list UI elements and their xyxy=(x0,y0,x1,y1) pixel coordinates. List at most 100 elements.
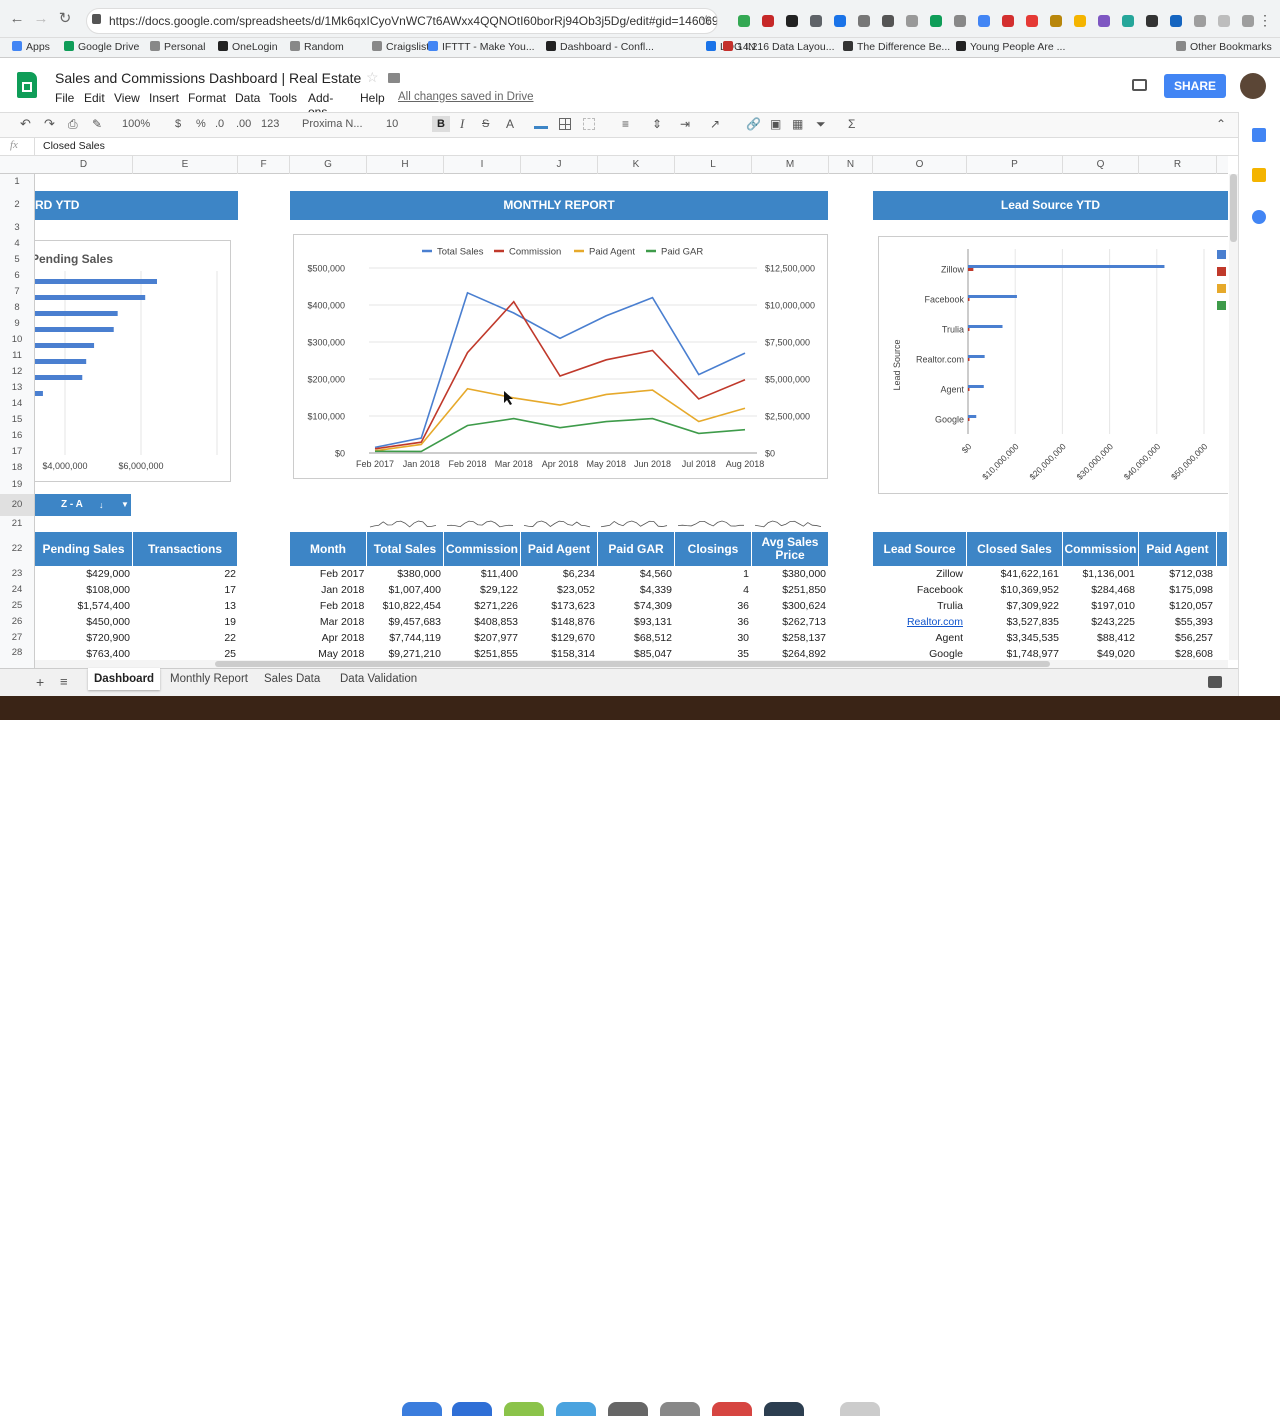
cell-lead-value[interactable]: Trulia xyxy=(937,600,963,612)
save-status[interactable]: All changes saved in Drive xyxy=(398,91,534,103)
extension-icon[interactable] xyxy=(762,15,774,27)
dock-app-icon[interactable] xyxy=(556,1402,596,1416)
header-closed-sales[interactable]: Closed Sales xyxy=(967,532,1063,566)
extension-icon[interactable] xyxy=(858,15,870,27)
fill-color-icon[interactable] xyxy=(534,117,548,129)
cell-year[interactable]: 2018 xyxy=(341,632,365,644)
all-sheets-icon[interactable]: ≡ xyxy=(60,674,68,689)
forward-icon[interactable]: → xyxy=(33,10,49,27)
monthly-report-chart[interactable]: Total Sales Commission Paid Agent Paid GAR $… xyxy=(293,234,828,479)
align-icon[interactable]: ≡ xyxy=(622,117,630,131)
collapse-toolbar-icon[interactable]: ⌃ xyxy=(1216,117,1227,131)
cell-month[interactable]: May xyxy=(318,648,338,660)
cell-month-value[interactable]: $9,457,683 xyxy=(388,616,441,628)
increase-decimal-button[interactable]: .00 xyxy=(236,118,252,130)
extension-icon[interactable] xyxy=(1242,15,1254,27)
extension-icon[interactable] xyxy=(1098,15,1110,27)
menu-view[interactable]: View xyxy=(114,91,140,105)
bookmark-item[interactable]: 14.216 Data Layou... xyxy=(723,38,835,58)
row-header[interactable]: 18 xyxy=(0,460,35,476)
undo-icon[interactable]: ↶ xyxy=(20,116,31,131)
extension-icon[interactable] xyxy=(1074,15,1086,27)
bookmark-item[interactable]: Random xyxy=(290,38,344,58)
text-color-button[interactable]: A xyxy=(506,117,515,131)
header-closings[interactable]: Closings xyxy=(675,532,752,566)
cell-month-value[interactable]: 36 xyxy=(737,616,749,628)
cell-month-value[interactable]: 30 xyxy=(737,632,749,644)
header-total-sales[interactable]: Total Sales xyxy=(367,532,444,566)
cell-lead-value[interactable]: $88,412 xyxy=(1097,632,1135,644)
cell-month[interactable]: Feb xyxy=(319,600,338,612)
wrap-icon[interactable]: ⇥ xyxy=(680,117,691,131)
extension-icon[interactable] xyxy=(954,15,966,27)
cell-lead-value[interactable]: Facebook xyxy=(916,584,963,596)
cell-year[interactable]: 2018 xyxy=(341,600,365,612)
header-avg-sales-price[interactable]: Avg Sales Price xyxy=(752,532,829,566)
reload-icon[interactable]: ↻ xyxy=(58,10,72,27)
cell-month-value[interactable]: 1 xyxy=(743,568,749,580)
cell-month[interactable]: Feb xyxy=(319,568,338,580)
cell-transactions[interactable]: 19 xyxy=(224,616,236,628)
cell-month-value[interactable]: $9,271,210 xyxy=(388,648,441,660)
cell-lead-value[interactable]: $175,098 xyxy=(1169,584,1213,596)
extension-icon[interactable] xyxy=(1122,15,1134,27)
back-icon[interactable]: ← xyxy=(9,10,25,27)
dock-app-icon[interactable] xyxy=(608,1402,648,1416)
bookmark-item[interactable]: Other Bookmarks xyxy=(1176,38,1272,58)
cell-month-value[interactable]: $207,977 xyxy=(474,632,518,644)
header-commission[interactable]: Commission xyxy=(444,532,521,566)
header-lead-source[interactable]: Lead Source xyxy=(873,532,967,566)
zoom-select[interactable]: 100% xyxy=(122,118,151,130)
vertical-scroll-thumb[interactable] xyxy=(1230,174,1237,242)
extension-icon[interactable] xyxy=(1146,15,1158,27)
row-header[interactable]: 17 xyxy=(0,444,35,460)
decrease-decimal-button[interactable]: .0 xyxy=(215,118,225,130)
cell-month-value[interactable]: $380,000 xyxy=(782,568,826,580)
sheet-tab-sales-data[interactable]: Sales Data ▾ xyxy=(258,668,330,707)
header-next[interactable] xyxy=(1217,532,1228,566)
cell-year[interactable]: 2018 xyxy=(341,584,365,596)
row-header[interactable]: 3 xyxy=(0,220,35,236)
extension-icon[interactable] xyxy=(1194,15,1206,27)
share-button[interactable]: SHARE xyxy=(1164,74,1226,98)
borders-icon[interactable] xyxy=(559,118,571,130)
filter-icon[interactable]: ⏷ xyxy=(816,117,826,131)
insert-comment-icon[interactable]: ▣ xyxy=(770,117,782,131)
cell-month-value[interactable]: $271,226 xyxy=(474,600,518,612)
cell-year[interactable]: 2018 xyxy=(341,616,365,628)
keep-icon[interactable] xyxy=(1252,168,1266,182)
cell-lead-value[interactable]: $284,468 xyxy=(1091,584,1135,596)
cell-pending-sales[interactable]: $450,000 xyxy=(86,616,130,628)
cell-lead-value[interactable]: $712,038 xyxy=(1169,568,1213,580)
row-header[interactable]: 26 xyxy=(0,614,35,630)
row-header[interactable]: 24 xyxy=(0,582,35,598)
dock-app-icon[interactable] xyxy=(660,1402,700,1416)
extension-icon[interactable] xyxy=(1218,15,1230,27)
row-header[interactable]: 11 xyxy=(0,348,35,364)
cell-lead-value[interactable]: $55,393 xyxy=(1175,616,1213,628)
cell-month-value[interactable]: $129,670 xyxy=(551,632,595,644)
extension-icon[interactable] xyxy=(834,15,846,27)
menu-help[interactable]: Help xyxy=(360,91,385,105)
cell-lead-value[interactable]: Google xyxy=(929,648,963,660)
sheet-tab-dashboard[interactable]: Dashboard ▾ xyxy=(88,668,160,706)
percent-button[interactable]: % xyxy=(196,118,206,130)
cell-month-value[interactable]: $23,052 xyxy=(557,584,595,596)
row-header[interactable]: 6 xyxy=(0,268,35,284)
vertical-scrollbar[interactable] xyxy=(1229,174,1238,660)
cell-month-value[interactable]: $300,624 xyxy=(782,600,826,612)
horizontal-scrollbar[interactable] xyxy=(35,660,1228,668)
row-header[interactable]: 4 xyxy=(0,236,35,252)
formula-input[interactable]: Closed Sales xyxy=(43,140,105,152)
row-header[interactable]: 7 xyxy=(0,284,35,300)
cell-month-value[interactable]: 35 xyxy=(737,648,749,660)
document-title[interactable]: Sales and Commissions Dashboard | Real E… xyxy=(55,70,362,86)
row-header[interactable]: 14 xyxy=(0,396,35,412)
cell-year[interactable]: 2018 xyxy=(341,648,365,660)
dock-app-icon[interactable] xyxy=(504,1402,544,1416)
header-paid-agent[interactable]: Paid Agent xyxy=(1139,532,1217,566)
horizontal-scroll-thumb[interactable] xyxy=(215,661,1050,667)
row-header[interactable]: 15 xyxy=(0,412,35,428)
extension-icon[interactable] xyxy=(786,15,798,27)
extension-icon[interactable] xyxy=(810,15,822,27)
